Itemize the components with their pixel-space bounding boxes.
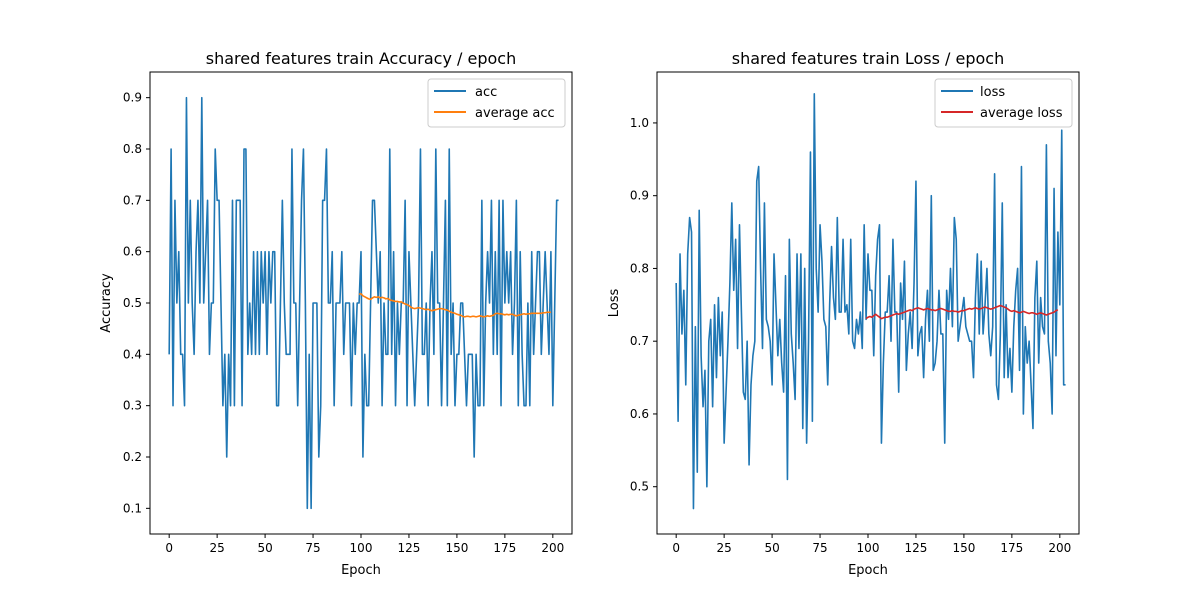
accuracy-chart-frame bbox=[149, 71, 573, 535]
loss-x-tick-label: 175 bbox=[1000, 541, 1023, 555]
loss-x-tick-label: 50 bbox=[764, 541, 779, 555]
loss-x-tick-label: 25 bbox=[716, 541, 731, 555]
loss-legend-label-loss: loss bbox=[980, 85, 1005, 100]
accuracy-x-tick-label: 175 bbox=[493, 541, 516, 555]
loss-y-tick-label: 1.0 bbox=[630, 116, 649, 130]
accuracy-x-tick-label: 100 bbox=[350, 541, 373, 555]
accuracy-series-line-raw bbox=[168, 96, 559, 510]
accuracy-y-tick-label: 0.5 bbox=[123, 296, 142, 310]
loss-y-tick-label: 0.5 bbox=[630, 480, 649, 494]
accuracy-x-tick-label: 125 bbox=[398, 541, 421, 555]
loss-chart-legend: loss average loss bbox=[934, 78, 1073, 128]
accuracy-chart-ticks: 0 25 50 75 100 125 150 175 200 0.1 0.2 0.3 0.4 0.5 0.6… bbox=[123, 91, 564, 555]
accuracy-x-tick-label: 75 bbox=[305, 541, 320, 555]
accuracy-x-tick-label: 0 bbox=[165, 541, 173, 555]
loss-chart-plot bbox=[675, 93, 1066, 510]
loss-x-tick-label: 75 bbox=[812, 541, 827, 555]
accuracy-y-tick-label: 0.6 bbox=[123, 245, 142, 259]
accuracy-x-tick-label: 25 bbox=[209, 541, 224, 555]
accuracy-chart-title: shared features train Accuracy / epoch bbox=[206, 49, 516, 68]
accuracy-legend-label-acc: acc bbox=[475, 85, 497, 100]
accuracy-chart: shared features train Accuracy / epoch 0… bbox=[99, 49, 573, 578]
loss-y-tick-label: 0.9 bbox=[630, 189, 649, 203]
accuracy-y-tick-label: 0.7 bbox=[123, 193, 142, 207]
accuracy-legend-label-average: average acc bbox=[475, 106, 555, 121]
accuracy-y-tick-label: 0.8 bbox=[123, 142, 142, 156]
accuracy-chart-xlabel: Epoch bbox=[341, 563, 381, 578]
loss-y-tick-label: 0.7 bbox=[630, 334, 649, 348]
loss-chart-xlabel: Epoch bbox=[848, 563, 888, 578]
accuracy-y-tick-label: 0.9 bbox=[123, 91, 142, 105]
loss-chart: shared features train Loss / epoch 0 25 50… bbox=[607, 49, 1080, 578]
loss-y-tick-label: 0.8 bbox=[630, 261, 649, 275]
accuracy-y-tick-label: 0.1 bbox=[123, 501, 142, 515]
accuracy-chart-plot bbox=[168, 96, 559, 510]
loss-chart-frame bbox=[656, 71, 1080, 535]
accuracy-x-tick-label: 150 bbox=[445, 541, 468, 555]
accuracy-x-tick-label: 200 bbox=[541, 541, 564, 555]
loss-x-tick-label: 200 bbox=[1048, 541, 1071, 555]
loss-series-line-raw bbox=[675, 93, 1066, 510]
loss-legend-label-average: average loss bbox=[980, 106, 1063, 121]
loss-x-tick-label: 0 bbox=[672, 541, 680, 555]
accuracy-series-line-average bbox=[358, 292, 551, 318]
accuracy-x-tick-label: 50 bbox=[257, 541, 272, 555]
loss-y-tick-label: 0.6 bbox=[630, 407, 649, 421]
loss-x-tick-label: 125 bbox=[905, 541, 928, 555]
loss-x-tick-label: 150 bbox=[952, 541, 975, 555]
accuracy-y-tick-label: 0.2 bbox=[123, 450, 142, 464]
accuracy-chart-ylabel: Accuracy bbox=[99, 273, 114, 333]
loss-chart-ylabel: Loss bbox=[607, 289, 622, 318]
accuracy-y-tick-label: 0.3 bbox=[123, 399, 142, 413]
accuracy-chart-legend: acc average acc bbox=[427, 78, 566, 128]
accuracy-y-tick-label: 0.4 bbox=[123, 347, 142, 361]
loss-series-line-average bbox=[865, 304, 1059, 320]
loss-x-tick-label: 100 bbox=[857, 541, 880, 555]
loss-chart-title: shared features train Loss / epoch bbox=[732, 49, 1005, 68]
loss-chart-ticks: 0 25 50 75 100 125 150 175 200 0.5 0.6 0.7 0.8 0.9 1.0 bbox=[630, 116, 1071, 555]
